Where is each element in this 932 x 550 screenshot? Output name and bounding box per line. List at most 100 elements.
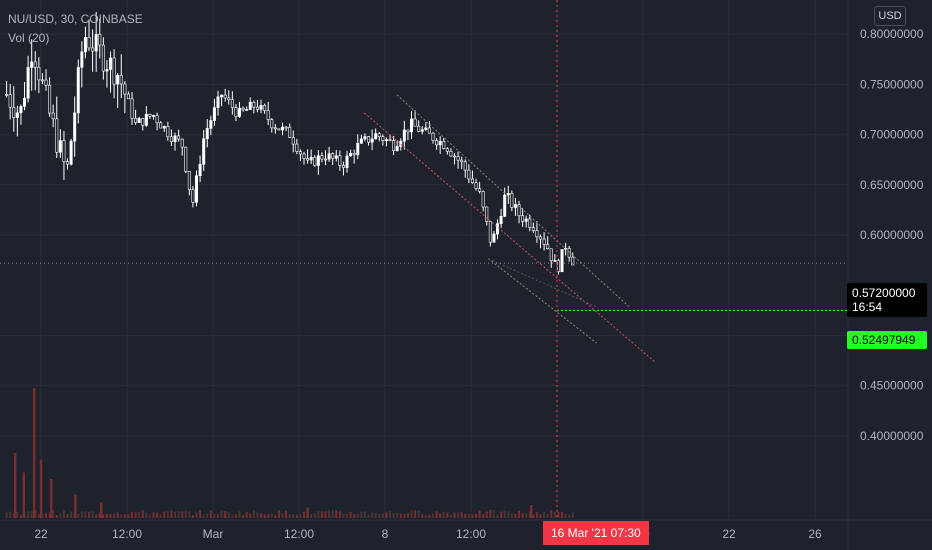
volume-bar [105, 513, 108, 518]
volume-spike [22, 472, 25, 518]
volume-bar [134, 512, 137, 518]
price-tick-label: 0.40000000 [860, 429, 924, 443]
candle-body [521, 215, 525, 222]
candle-body [130, 98, 134, 119]
volume-bar [281, 512, 284, 518]
candle-body [406, 129, 410, 133]
candle-body [48, 84, 52, 114]
volume-bar [141, 510, 144, 518]
volume-bar [263, 514, 266, 518]
candle-body [463, 161, 467, 171]
candle-body [255, 106, 259, 110]
time-tick-label: 8 [382, 527, 389, 541]
candle-body [517, 204, 521, 217]
volume-bar [202, 514, 205, 518]
candle-body [33, 61, 37, 68]
volume-bar [543, 511, 546, 518]
channel-inner-line [487, 258, 597, 308]
volume-bar [482, 514, 485, 518]
candle-body [101, 44, 105, 72]
volume-bar [496, 514, 499, 518]
volume-bar [338, 511, 341, 518]
volume-bar [116, 512, 119, 518]
volume-bar [518, 510, 521, 518]
price-axis[interactable]: 0.80000000 0.75000000 0.70000000 0.65000000… [860, 27, 924, 443]
candle-body [506, 193, 510, 196]
volume-bar [213, 513, 216, 518]
candle-body [284, 126, 288, 129]
volume-bar [428, 514, 431, 518]
volume-bar [410, 510, 413, 518]
candle-body [277, 128, 281, 131]
candle-body [37, 67, 41, 81]
volume-bar [328, 510, 331, 518]
symbol-title[interactable]: NU/USD, 30, COINBASE [8, 12, 143, 26]
candle-body [384, 139, 388, 141]
volume-bar [535, 512, 538, 518]
candle-body [553, 260, 557, 262]
volume-bar [188, 511, 191, 518]
volume-bar [320, 511, 323, 518]
volume-bar [442, 511, 445, 518]
candle-body [334, 155, 338, 159]
candle-body [410, 118, 414, 133]
candle-body [234, 107, 238, 117]
volume-bar [299, 514, 302, 518]
volume-bar [396, 512, 399, 518]
volume-bar [62, 510, 65, 518]
volume-bar [514, 513, 517, 518]
candle-body [313, 156, 317, 166]
volume-bar [546, 514, 549, 518]
volume-bar [195, 511, 198, 518]
volume-bar [403, 514, 406, 518]
volume-bar [417, 510, 420, 518]
volume-spike [306, 507, 309, 518]
volume-bar [41, 513, 44, 518]
volume-bar [460, 512, 463, 518]
volume-bar [270, 513, 273, 518]
candle-body [399, 140, 403, 147]
volume-bar [539, 514, 542, 518]
candle-body [126, 93, 130, 100]
volume-bar [492, 510, 495, 518]
volume-bar [374, 512, 377, 518]
volume-bar [242, 514, 245, 518]
volume-indicator-label[interactable]: Vol (20) [8, 31, 50, 45]
candle-body [248, 101, 252, 110]
candle-body [413, 118, 417, 127]
candle-body [19, 106, 23, 114]
price-channel[interactable] [364, 94, 656, 363]
candle-body [184, 146, 188, 172]
candle-body [424, 127, 428, 130]
time-tick-label: 26 [808, 527, 822, 541]
volume-bar [406, 512, 409, 518]
volume-bar [170, 510, 173, 518]
volume-bar [127, 514, 130, 518]
candle-body [338, 155, 342, 166]
currency-button[interactable]: USD [874, 6, 906, 26]
volume-bar [295, 514, 298, 518]
candle-body [148, 113, 152, 117]
volume-bar [356, 513, 359, 518]
candle-body [263, 105, 267, 111]
horizontal-level-badge: 0.52497949 [847, 331, 927, 349]
candle-body [94, 33, 98, 52]
candle-body [216, 96, 220, 108]
candle-body [535, 230, 539, 238]
volume-bar [191, 514, 194, 518]
volume-bar [503, 510, 506, 518]
volume-bar [184, 510, 187, 518]
price-tick-label: 0.45000000 [860, 379, 924, 393]
volume-bar [381, 513, 384, 518]
candle-body [180, 138, 184, 148]
volume-bar [45, 513, 48, 518]
channel-middle-line [364, 112, 656, 363]
channel-upper-line [396, 94, 630, 308]
volume-bar [414, 510, 417, 518]
volume-bar [80, 511, 83, 518]
volume-bar [457, 512, 460, 518]
volume-bar [174, 511, 177, 518]
